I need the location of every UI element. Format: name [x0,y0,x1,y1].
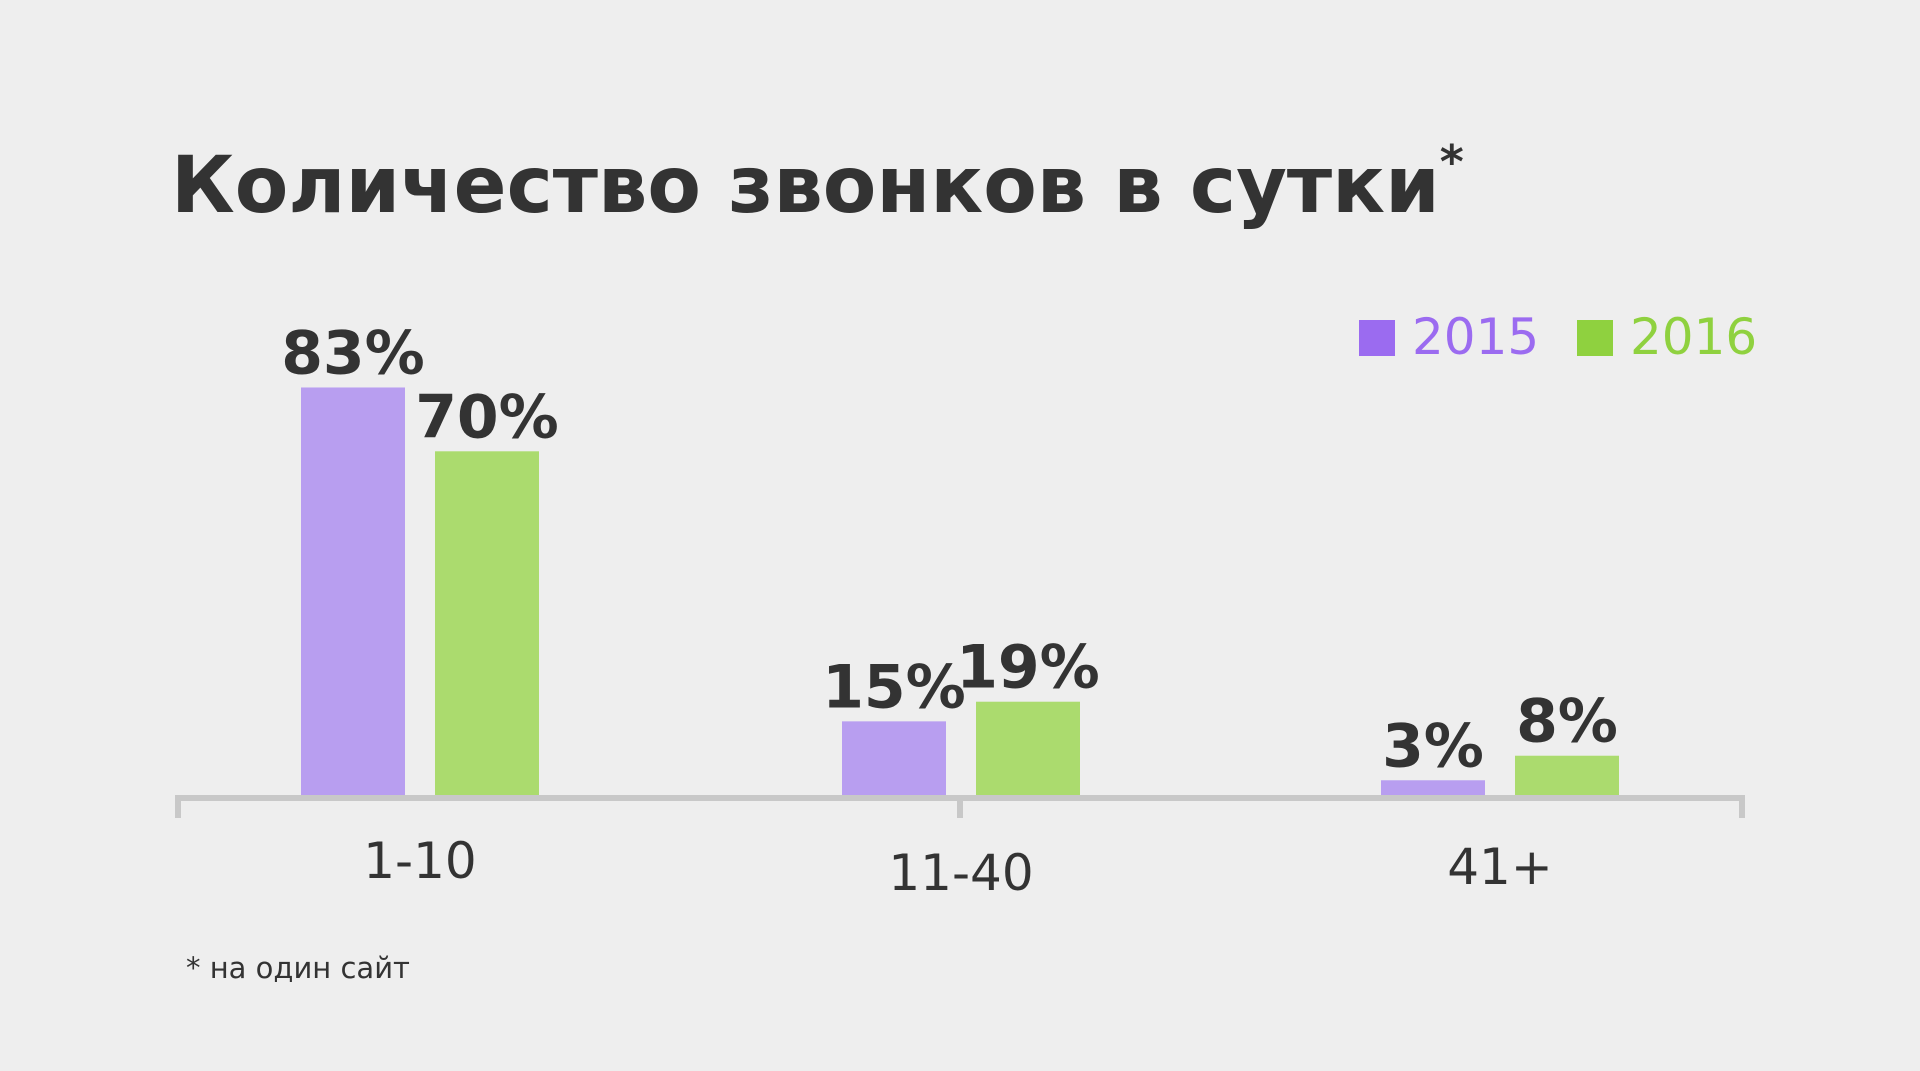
footnote: * на один сайт [186,951,410,985]
data-label: 3% [1382,711,1484,781]
x-tick-label: 11-40 [888,844,1033,902]
legend-swatch [1577,320,1613,356]
bar [301,387,405,795]
legend-swatch [1359,320,1395,356]
x-tick-label: 41+ [1447,838,1553,896]
legend-label: 2015 [1412,308,1539,366]
data-label: 19% [956,633,1100,703]
bar [976,701,1080,795]
data-label: 83% [281,318,425,388]
title-marker: * [1440,135,1464,189]
bar [435,451,539,795]
data-label: 8% [1516,687,1618,757]
bar [1515,755,1619,795]
bar [842,721,946,795]
title-text: Количество звонков в сутки [171,141,1440,231]
bar [1381,780,1485,795]
legend-label: 2016 [1630,308,1757,366]
chart-title: Количество звонков в сутки* [171,135,1464,231]
data-label: 15% [822,652,966,722]
x-axis [175,795,1745,818]
data-label: 70% [415,382,559,452]
x-tick-label: 1-10 [363,832,476,890]
